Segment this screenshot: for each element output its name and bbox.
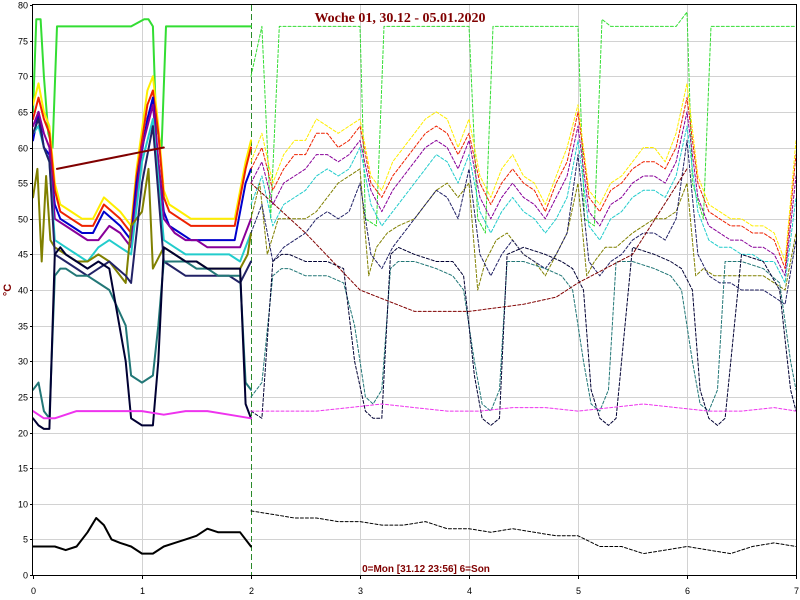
series-line-dashed-24 bbox=[250, 510, 797, 555]
y-tick-label: 40 bbox=[18, 286, 28, 296]
series-line-2 bbox=[32, 89, 252, 234]
y-tick-label: 0 bbox=[23, 571, 28, 581]
x-tick-label: 7 bbox=[794, 586, 799, 596]
x-tick-label: 2 bbox=[249, 586, 254, 596]
plot-frame bbox=[32, 4, 797, 576]
x-tick-label: 1 bbox=[140, 586, 145, 596]
y-axis-label: °C bbox=[2, 284, 14, 296]
x-tick-label: 6 bbox=[685, 586, 690, 596]
series-line-dashed-19 bbox=[250, 139, 797, 305]
chart-footer: 0=Mon [31.12 23:56] 6=Son bbox=[362, 564, 490, 575]
x-tick-label: 0 bbox=[31, 586, 36, 596]
series-line-dashed-17 bbox=[250, 125, 797, 284]
y-tick-label: 45 bbox=[18, 250, 28, 260]
series-line-dashed-16 bbox=[250, 111, 797, 277]
x-tick-label: 3 bbox=[358, 586, 363, 596]
y-tick-label: 5 bbox=[23, 535, 28, 545]
series-line-dashed-21 bbox=[250, 246, 797, 426]
series-line-8 bbox=[32, 260, 252, 420]
y-tick-label: 25 bbox=[18, 393, 28, 403]
series-line-dashed-22 bbox=[250, 168, 688, 312]
y-tick-label: 70 bbox=[18, 72, 28, 82]
series-line-dashed-23 bbox=[250, 403, 797, 412]
y-tick-label: 10 bbox=[18, 500, 28, 510]
y-tick-label: 15 bbox=[18, 464, 28, 474]
y-tick-label: 35 bbox=[18, 322, 28, 332]
y-tick-label: 80 bbox=[18, 1, 28, 11]
chart-title: Woche 01, 30.12 - 05.01.2020 bbox=[314, 11, 485, 26]
y-tick-label: 65 bbox=[18, 108, 28, 118]
y-tick-label: 60 bbox=[18, 144, 28, 154]
series-line-11 bbox=[32, 410, 252, 420]
series-line-9 bbox=[32, 246, 252, 430]
x-tick-label: 4 bbox=[467, 586, 472, 596]
y-tick-label: 30 bbox=[18, 357, 28, 367]
y-tick-label: 50 bbox=[18, 215, 28, 225]
series-group bbox=[32, 11, 797, 555]
series-line-dashed-14 bbox=[250, 82, 797, 262]
y-tick-label: 55 bbox=[18, 179, 28, 189]
series-line-10 bbox=[56, 146, 165, 170]
series-line-dashed-15 bbox=[250, 97, 797, 270]
series-line-12 bbox=[32, 517, 252, 555]
x-tick-label: 5 bbox=[576, 586, 581, 596]
series-line-1 bbox=[32, 75, 252, 227]
series-line-0 bbox=[32, 18, 252, 149]
y-tick-label: 75 bbox=[18, 37, 28, 47]
series-line-dashed-18 bbox=[250, 168, 797, 291]
y-tick-label: 20 bbox=[18, 429, 28, 439]
series-line-dashed-20 bbox=[250, 261, 797, 412]
series-line-7 bbox=[32, 118, 252, 284]
